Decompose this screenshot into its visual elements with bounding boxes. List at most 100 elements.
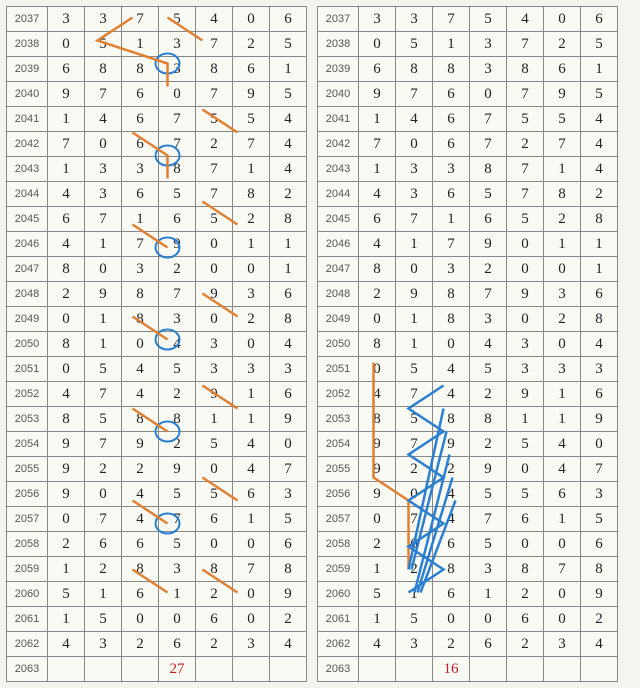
cell — [85, 657, 122, 682]
cell: 9 — [359, 482, 396, 507]
row-id: 2041 — [318, 107, 359, 132]
cell: 0 — [196, 257, 233, 282]
cell: 7 — [433, 7, 470, 32]
cell: 7 — [470, 107, 507, 132]
cell: 6 — [159, 632, 196, 657]
cell: 5 — [196, 207, 233, 232]
cell: 1 — [270, 257, 307, 282]
row-id: 2043 — [7, 157, 48, 182]
cell: 6 — [233, 482, 270, 507]
table-row: 20409760795 — [318, 82, 618, 107]
cell: 2 — [544, 207, 581, 232]
row-id: 2043 — [318, 157, 359, 182]
row-id: 2053 — [7, 407, 48, 432]
cell: 8 — [159, 407, 196, 432]
cell: 6 — [270, 282, 307, 307]
row-id: 2046 — [7, 232, 48, 257]
table-row: 20524742916 — [7, 382, 307, 407]
cell: 4 — [122, 357, 159, 382]
cell: 5 — [85, 607, 122, 632]
cell: 8 — [85, 57, 122, 82]
cell: 6 — [122, 582, 159, 607]
left-panel: 2037337540620380513725203968838612040976… — [6, 6, 307, 682]
row-id: 2044 — [318, 182, 359, 207]
cell — [48, 657, 85, 682]
row-id: 2044 — [7, 182, 48, 207]
cell: 2 — [85, 557, 122, 582]
cell: 0 — [159, 82, 196, 107]
cell: 2 — [581, 607, 618, 632]
cell: 8 — [48, 407, 85, 432]
cell: 8 — [48, 257, 85, 282]
cell: 4 — [270, 107, 307, 132]
cell: 8 — [196, 57, 233, 82]
row-id: 2050 — [318, 332, 359, 357]
cell: 6 — [544, 57, 581, 82]
cell: 4 — [396, 107, 433, 132]
cell: 8 — [507, 557, 544, 582]
cell: 7 — [159, 507, 196, 532]
cell: 3 — [433, 157, 470, 182]
cell: 4 — [470, 332, 507, 357]
cell: 2 — [581, 182, 618, 207]
table-row: 20569045563 — [318, 482, 618, 507]
cell: 5 — [396, 407, 433, 432]
cell: 4 — [233, 457, 270, 482]
table-row: 20582665006 — [318, 532, 618, 557]
cell: 1 — [48, 107, 85, 132]
row-id: 2039 — [7, 57, 48, 82]
table-row: 20456716528 — [318, 207, 618, 232]
cell: 27 — [159, 657, 196, 682]
cell: 8 — [433, 57, 470, 82]
row-id: 2047 — [318, 257, 359, 282]
cell: 7 — [396, 382, 433, 407]
cell: 1 — [85, 332, 122, 357]
cell: 6 — [507, 607, 544, 632]
table-row: 20624326234 — [7, 632, 307, 657]
cell: 1 — [85, 307, 122, 332]
cell: 9 — [270, 582, 307, 607]
cell: 0 — [396, 132, 433, 157]
table-row: 20411467554 — [318, 107, 618, 132]
cell: 9 — [396, 282, 433, 307]
cell: 9 — [507, 382, 544, 407]
cell: 3 — [581, 482, 618, 507]
cell: 8 — [433, 282, 470, 307]
table-row: 20524742916 — [318, 382, 618, 407]
cell: 0 — [85, 257, 122, 282]
cell: 3 — [85, 157, 122, 182]
cell: 4 — [359, 232, 396, 257]
cell: 4 — [48, 382, 85, 407]
cell: 5 — [396, 32, 433, 57]
cell: 0 — [396, 257, 433, 282]
cell: 5 — [359, 582, 396, 607]
table-row: 20478032001 — [7, 257, 307, 282]
cell: 3 — [159, 557, 196, 582]
cell: 1 — [507, 407, 544, 432]
cell: 8 — [196, 557, 233, 582]
table-row: 206316 — [318, 657, 618, 682]
row-id: 2061 — [7, 607, 48, 632]
table-row: 20431338714 — [7, 157, 307, 182]
cell: 2 — [507, 632, 544, 657]
cell: 5 — [470, 357, 507, 382]
cell: 8 — [359, 332, 396, 357]
row-id: 2037 — [7, 7, 48, 32]
cell: 9 — [48, 482, 85, 507]
table-row: 20456716528 — [7, 207, 307, 232]
cell: 3 — [433, 257, 470, 282]
cell: 2 — [470, 432, 507, 457]
cell: 8 — [359, 407, 396, 432]
cell: 9 — [122, 432, 159, 457]
table-row: 20409760795 — [7, 82, 307, 107]
cell: 2 — [233, 307, 270, 332]
cell: 4 — [122, 507, 159, 532]
cell: 0 — [507, 232, 544, 257]
cell: 1 — [48, 157, 85, 182]
row-id: 2047 — [7, 257, 48, 282]
cell: 5 — [581, 82, 618, 107]
cell: 7 — [196, 82, 233, 107]
row-id: 2045 — [318, 207, 359, 232]
cell: 1 — [544, 232, 581, 257]
row-id: 2059 — [318, 557, 359, 582]
